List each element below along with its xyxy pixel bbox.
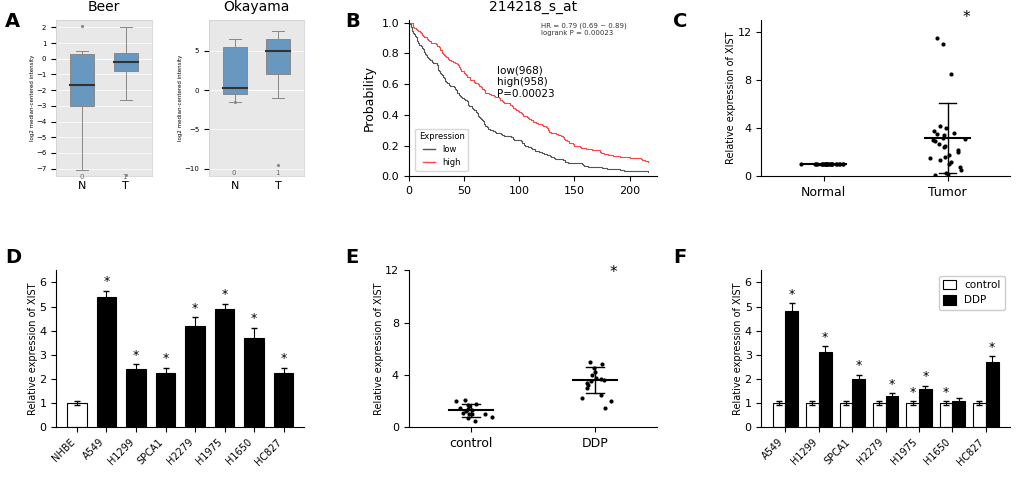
Point: [813, 161, 829, 168]
Bar: [906, 403, 918, 427]
Point: [935, 143, 952, 151]
Text: B: B: [344, 12, 359, 31]
Text: *: *: [909, 386, 915, 399]
Y-axis label: Relative expression of XIST: Relative expression of XIST: [733, 282, 743, 415]
Bar: [938, 403, 952, 427]
Text: *: *: [962, 10, 969, 25]
Bar: [70, 54, 94, 106]
Point: [814, 161, 830, 168]
Point: [579, 379, 595, 387]
Legend: low, high: low, high: [415, 129, 468, 171]
Bar: [274, 373, 292, 427]
Point: [483, 413, 499, 421]
Point: [593, 360, 609, 368]
Point: [822, 161, 839, 168]
Point: [464, 406, 480, 414]
Point: [807, 161, 823, 168]
Title: 214218_s_at: 214218_s_at: [488, 0, 577, 14]
Text: 0: 0: [231, 170, 236, 176]
Text: *: *: [855, 359, 861, 372]
Point: [816, 161, 833, 168]
Point: [926, 137, 943, 145]
Point: [952, 166, 968, 174]
Text: 1: 1: [275, 170, 279, 176]
Bar: [245, 338, 263, 427]
Point: [946, 129, 962, 137]
Point: [596, 404, 612, 411]
Text: 0: 0: [78, 174, 84, 180]
Bar: [952, 401, 964, 427]
Text: C: C: [673, 12, 687, 31]
Text: HR = 0.79 (0.69 ~ 0.89)
logrank P = 0.00023: HR = 0.79 (0.69 ~ 0.89) logrank P = 0.00…: [541, 23, 627, 36]
Point: [815, 161, 832, 168]
Point: [834, 161, 850, 168]
Text: D: D: [5, 248, 21, 267]
Point: [808, 161, 824, 168]
Point: [927, 130, 944, 138]
Bar: [805, 403, 818, 427]
Point: [457, 396, 473, 404]
Point: [583, 378, 599, 385]
Y-axis label: Relative expression of XIST: Relative expression of XIST: [28, 282, 38, 415]
Y-axis label: log2 median-centered intensity: log2 median-centered intensity: [177, 55, 182, 141]
Point: [937, 169, 954, 177]
Point: [458, 408, 474, 415]
Point: [830, 161, 847, 168]
Text: *: *: [921, 370, 927, 383]
Point: [820, 161, 837, 168]
Point: [931, 156, 948, 164]
Point: [587, 374, 603, 382]
Point: [942, 158, 958, 166]
Text: *: *: [192, 301, 198, 315]
Bar: [852, 379, 864, 427]
Point: [460, 405, 476, 413]
Y-axis label: Relative expression of XIST: Relative expression of XIST: [373, 282, 383, 415]
Text: low(968)
high(958)
P=0.00023: low(968) high(958) P=0.00023: [496, 66, 554, 99]
Point: [829, 161, 846, 168]
Text: *: *: [103, 275, 109, 288]
Bar: [785, 311, 797, 427]
Point: [940, 161, 956, 168]
Text: *: *: [821, 331, 827, 344]
Point: [827, 161, 844, 168]
Point: [579, 382, 595, 389]
Point: [461, 402, 477, 410]
Bar: [223, 47, 247, 94]
Bar: [984, 362, 998, 427]
Point: [586, 368, 602, 376]
Bar: [818, 353, 830, 427]
Point: [460, 414, 476, 422]
Point: [817, 161, 834, 168]
Point: [813, 161, 829, 168]
Bar: [772, 403, 785, 427]
Point: [578, 384, 594, 392]
Point: [451, 404, 468, 411]
Y-axis label: Probability: Probability: [363, 65, 375, 131]
Point: [921, 154, 937, 162]
Point: [818, 161, 835, 168]
Point: [818, 161, 835, 168]
Point: [821, 161, 838, 168]
Bar: [918, 388, 930, 427]
Point: [468, 400, 484, 408]
Point: [822, 161, 839, 168]
Point: [476, 410, 492, 418]
Point: [464, 410, 480, 418]
Text: *: *: [280, 352, 286, 365]
Bar: [97, 297, 116, 427]
Text: *: *: [132, 349, 139, 361]
Bar: [156, 373, 175, 427]
Point: [835, 161, 851, 168]
Point: [949, 146, 965, 154]
Point: [460, 410, 476, 418]
Point: [934, 132, 951, 139]
Text: *: *: [251, 312, 257, 326]
Bar: [126, 369, 146, 427]
Point: [940, 170, 956, 178]
Point: [460, 401, 476, 409]
Point: [454, 409, 471, 417]
Point: [583, 371, 599, 379]
Point: [935, 153, 952, 161]
Point: [928, 34, 945, 42]
Point: [924, 136, 941, 144]
